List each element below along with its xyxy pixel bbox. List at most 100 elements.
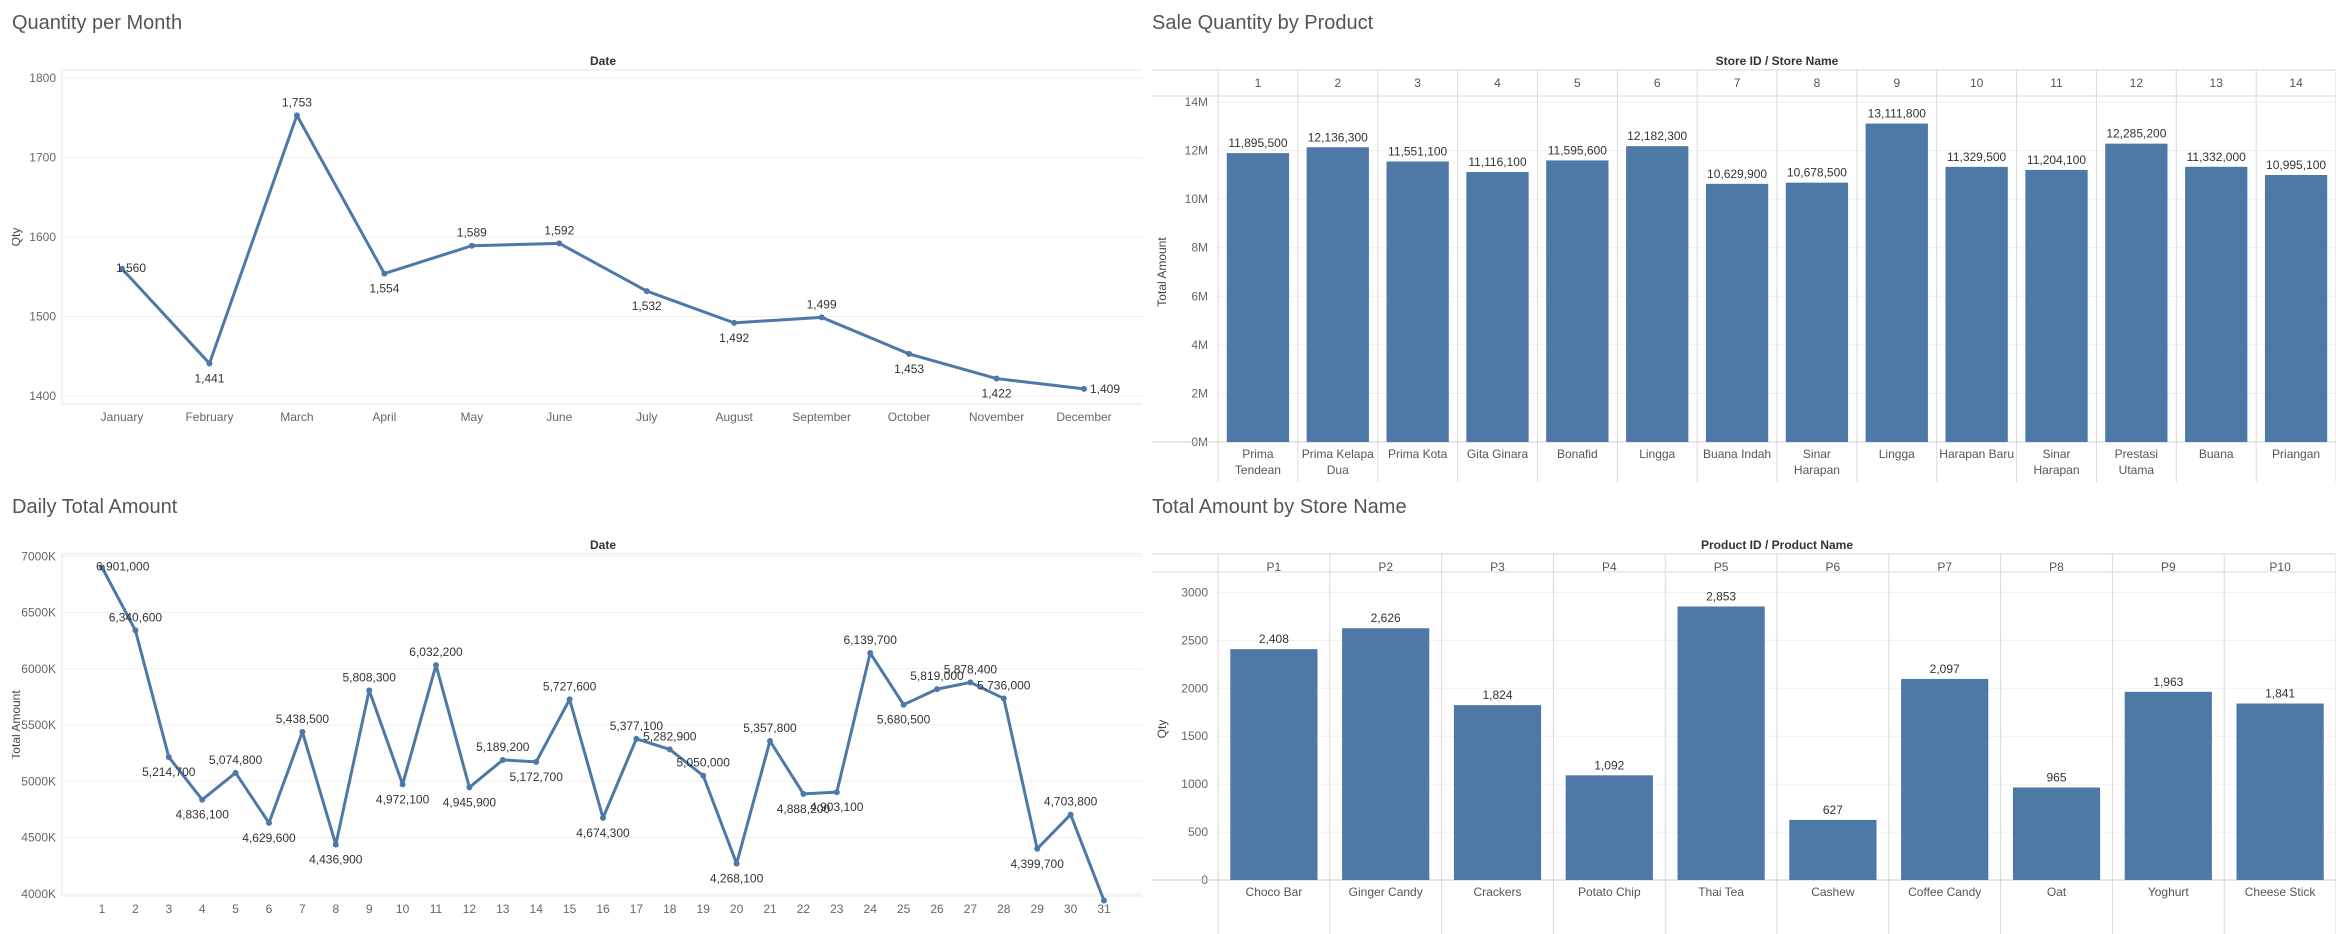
data-point xyxy=(165,754,172,761)
data-label: 4,945,900 xyxy=(443,795,497,809)
top-category-label: 9 xyxy=(1893,76,1900,90)
y-tick-label: 1400 xyxy=(29,389,56,403)
sale-quantity-by-product-chart[interactable]: Store ID / Store Name0M2M4M6M8M10M12M14M… xyxy=(1152,12,2336,482)
x-tick-label: 14 xyxy=(530,902,544,916)
bottom-category-label: Choco Bar xyxy=(1246,885,1303,899)
bottom-category-label: Sinar xyxy=(1803,447,1831,461)
y-tick-label: 6000K xyxy=(21,662,56,676)
bar xyxy=(1945,166,2008,443)
top-category-label: 14 xyxy=(2289,76,2303,90)
data-label: 5,727,600 xyxy=(543,679,597,693)
data-label: 1,532 xyxy=(632,299,662,313)
data-point xyxy=(666,746,673,753)
data-point xyxy=(1067,811,1074,818)
data-point xyxy=(119,265,125,272)
data-point xyxy=(733,860,740,867)
x-tick-label: 4 xyxy=(199,902,206,916)
panel-title: Sale Quantity by Product xyxy=(1152,12,1374,34)
top-category-label: 6 xyxy=(1654,76,1661,90)
data-label: 5,074,800 xyxy=(209,753,263,767)
x-tick-label: September xyxy=(792,410,851,424)
data-point xyxy=(934,686,940,693)
x-tick-label: 1 xyxy=(99,902,106,916)
data-label: 11,595,600 xyxy=(1548,143,1607,157)
bottom-category-label: Dua xyxy=(1327,463,1349,477)
data-label: 2,097 xyxy=(1930,662,1960,676)
x-tick-label: January xyxy=(101,410,144,424)
data-label: 4,268,100 xyxy=(710,872,764,886)
data-label: 5,172,700 xyxy=(510,770,564,784)
y-axis-label: Total Amount xyxy=(1155,237,1169,307)
bar xyxy=(2236,703,2324,880)
quantity-per-month-chart[interactable]: Date 1400 1500 1600 1700 1800 Qty January Februa… xyxy=(12,12,1142,432)
data-point xyxy=(566,696,573,703)
quantity-per-month-panel: Quantity per Month Date 1400 1500 1600 1700 1… xyxy=(12,12,1142,432)
bottom-category-label: Tendean xyxy=(1235,463,1281,477)
data-label: 1,841 xyxy=(2265,686,2295,700)
daily-total-amount-chart[interactable]: Date 4000K 4500K 5000K 5500K 6000K 6500K 7000K T… xyxy=(12,496,1142,934)
top-category-label: P9 xyxy=(2161,560,2176,574)
bottom-category-label: Gita Ginara xyxy=(1467,447,1529,461)
data-point xyxy=(232,769,239,776)
x-tick-label: 9 xyxy=(366,902,373,916)
data-label: 1,453 xyxy=(894,362,924,376)
chart-header: Date xyxy=(590,54,616,68)
y-tick-label: 6500K xyxy=(21,606,56,620)
top-category-label: 11 xyxy=(2050,76,2063,90)
data-point xyxy=(132,627,139,634)
data-label: 13,111,800 xyxy=(1868,107,1927,121)
y-tick-label: 5000K xyxy=(21,774,56,788)
data-label: 1,589 xyxy=(457,226,487,240)
data-point xyxy=(800,790,807,797)
top-category-label: 1 xyxy=(1255,76,1262,90)
data-label: 4,703,800 xyxy=(1044,795,1098,809)
bottom-category-label: Buana Indah xyxy=(1703,447,1771,461)
bottom-category-label: Priangan xyxy=(2272,447,2320,461)
y-tick-label: 12M xyxy=(1185,144,1208,158)
data-label: 6,139,700 xyxy=(844,633,898,647)
y-tick-label: 8M xyxy=(1191,241,1208,255)
data-label: 11,204,100 xyxy=(2027,153,2086,167)
data-point xyxy=(332,841,339,848)
data-label: 10,678,500 xyxy=(1787,166,1847,180)
data-label: 5,282,900 xyxy=(643,729,697,743)
total-amount-by-store-name-chart[interactable]: Product ID / Product Name050010001500200… xyxy=(1152,496,2336,934)
x-tick-label: 3 xyxy=(165,902,172,916)
bottom-category-label: Prima Kota xyxy=(1388,447,1448,461)
x-tick-label: July xyxy=(636,410,657,424)
bar xyxy=(1865,123,1928,443)
y-tick-label: 1500 xyxy=(29,310,56,324)
data-label: 1,560 xyxy=(116,261,146,275)
top-category-label: 2 xyxy=(1334,76,1341,90)
y-tick-label: 3000 xyxy=(1181,585,1208,599)
y-tick-label: 500 xyxy=(1188,825,1208,839)
y-tick-label: 4500K xyxy=(21,831,56,845)
bar xyxy=(2185,166,2248,442)
data-label: 4,903,100 xyxy=(810,800,864,814)
data-point xyxy=(99,564,105,571)
data-point xyxy=(556,240,563,247)
data-point xyxy=(266,819,272,826)
y-tick-label: 2M xyxy=(1191,386,1208,400)
panel-title: Quantity per Month xyxy=(12,12,183,34)
x-tick-label: December xyxy=(1056,410,1111,424)
bar xyxy=(1306,147,1369,442)
x-tick-label: 31 xyxy=(1097,902,1111,916)
bottom-category-label: Potato Chip xyxy=(1578,885,1641,899)
data-label: 12,285,200 xyxy=(2106,127,2166,141)
data-label: 965 xyxy=(2046,770,2066,784)
x-tick-label: 25 xyxy=(897,902,911,916)
total-amount-by-store-name-panel: Total Amount by Store Name Product ID / … xyxy=(1152,496,2336,934)
chart-header: Product ID / Product Name xyxy=(1701,538,1853,552)
x-tick-label: 8 xyxy=(332,902,339,916)
data-point xyxy=(700,772,707,779)
data-label: 1,422 xyxy=(982,387,1012,401)
data-point xyxy=(199,796,206,803)
y-tick-label: 4000K xyxy=(21,887,56,901)
bottom-category-label: Cheese Stick xyxy=(2245,885,2317,899)
data-point xyxy=(867,650,874,657)
bottom-category-label: Crackers xyxy=(1473,885,1521,899)
data-label: 11,116,100 xyxy=(1468,155,1527,169)
data-label: 1,409 xyxy=(1090,382,1120,396)
data-point xyxy=(433,662,439,669)
